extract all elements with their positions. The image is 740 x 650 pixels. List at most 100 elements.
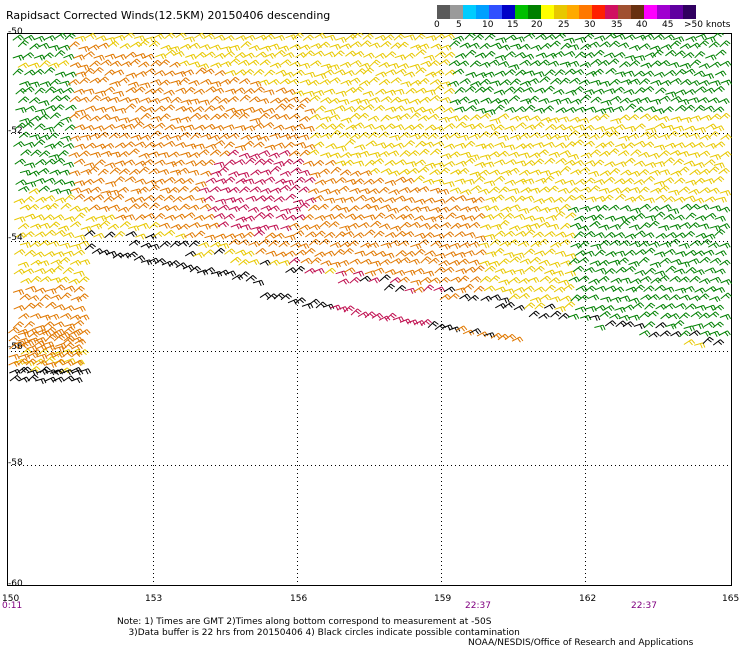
wind-barb	[585, 306, 597, 313]
wind-barb	[238, 259, 250, 266]
wind-barb	[693, 162, 705, 169]
wind-barb	[112, 69, 125, 76]
wind-barb	[515, 69, 527, 77]
wind-barb	[638, 256, 650, 264]
wind-barb	[15, 179, 27, 186]
wind-barb	[378, 186, 390, 194]
wind-barb	[513, 213, 526, 220]
wind-barb	[627, 133, 640, 140]
wind-barb	[149, 202, 161, 210]
wind-barb-field	[7, 33, 732, 586]
wind-barb	[633, 160, 646, 167]
wind-barb	[164, 49, 177, 56]
wind-barb	[564, 301, 576, 309]
wind-barb	[522, 86, 535, 93]
wind-barb	[134, 141, 147, 148]
legend-label: 30	[584, 20, 596, 30]
wind-barb	[308, 188, 320, 195]
wind-barb	[488, 169, 501, 176]
wind-barb	[114, 176, 126, 184]
wind-barb	[454, 231, 466, 238]
wind-barb	[438, 116, 450, 123]
wind-barb	[384, 123, 396, 130]
wind-barb	[197, 63, 210, 70]
wind-barb	[38, 185, 51, 192]
wind-barb	[619, 61, 631, 68]
wind-barb	[587, 294, 600, 301]
wind-barb	[670, 96, 682, 103]
wind-barb	[600, 99, 612, 106]
wind-barb	[487, 59, 500, 66]
wind-barb	[375, 142, 387, 149]
wind-barb	[323, 250, 335, 257]
wind-barb	[298, 134, 310, 141]
wind-barb	[169, 134, 182, 141]
wind-barb	[617, 42, 630, 49]
wind-barb	[511, 336, 524, 343]
wind-barb	[35, 158, 47, 166]
wind-barb	[509, 204, 521, 211]
wind-barb	[508, 276, 521, 284]
wind-barb	[680, 78, 692, 86]
wind-barb	[52, 214, 65, 221]
wind-barb	[518, 292, 530, 300]
wind-barb	[654, 251, 666, 258]
wind-barb	[308, 79, 320, 86]
wind-barb	[119, 43, 131, 50]
wind-barb	[310, 60, 322, 67]
wind-barb	[78, 150, 91, 157]
wind-barb	[603, 52, 616, 59]
wind-barb	[522, 142, 535, 150]
wind-barb	[664, 248, 676, 255]
wind-barb	[373, 105, 386, 112]
wind-barb	[569, 116, 581, 123]
wind-barb	[613, 105, 625, 112]
wind-barb	[353, 214, 365, 221]
wind-barb	[527, 95, 540, 103]
wind-barb	[262, 122, 275, 129]
wind-barb	[183, 194, 195, 201]
wind-barb	[498, 44, 511, 51]
wind-barb	[593, 232, 605, 239]
legend-label: 10	[482, 20, 494, 30]
wind-barb	[159, 113, 171, 121]
wind-barb	[260, 205, 272, 212]
wind-barb	[297, 243, 310, 250]
wind-barb	[325, 123, 337, 130]
wind-barb	[583, 231, 596, 238]
wind-barb	[660, 204, 672, 211]
wind-barb	[80, 187, 92, 194]
wind-barb	[609, 313, 621, 320]
legend-swatch	[475, 5, 489, 19]
wind-barb	[255, 34, 267, 41]
wind-barb	[714, 268, 726, 275]
wind-barb	[469, 276, 482, 283]
wind-barb	[168, 151, 180, 158]
wind-barb	[17, 223, 30, 230]
wind-barb	[468, 98, 480, 105]
wind-barb	[429, 95, 441, 102]
wind-barb	[313, 141, 325, 148]
wind-barb	[28, 62, 40, 69]
wind-barb	[695, 86, 707, 93]
wind-barb	[53, 104, 65, 112]
wind-barb	[679, 222, 691, 229]
wind-barb	[533, 71, 545, 78]
wind-barb	[707, 311, 720, 318]
wind-barb	[549, 40, 561, 48]
legend-swatch	[437, 5, 450, 19]
wind-barb	[392, 124, 405, 131]
wind-barb	[64, 124, 77, 131]
wind-barb	[135, 233, 147, 240]
wind-barb	[633, 194, 645, 202]
wind-barb	[259, 292, 272, 299]
wind-barb	[143, 53, 155, 60]
wind-barb	[199, 203, 212, 210]
wind-barb	[718, 206, 731, 213]
wind-barb	[337, 278, 350, 285]
wind-barb	[210, 241, 222, 248]
wind-barb	[683, 231, 696, 238]
wind-barb	[282, 71, 295, 78]
wind-barb	[34, 378, 47, 385]
wind-barb	[709, 276, 722, 283]
